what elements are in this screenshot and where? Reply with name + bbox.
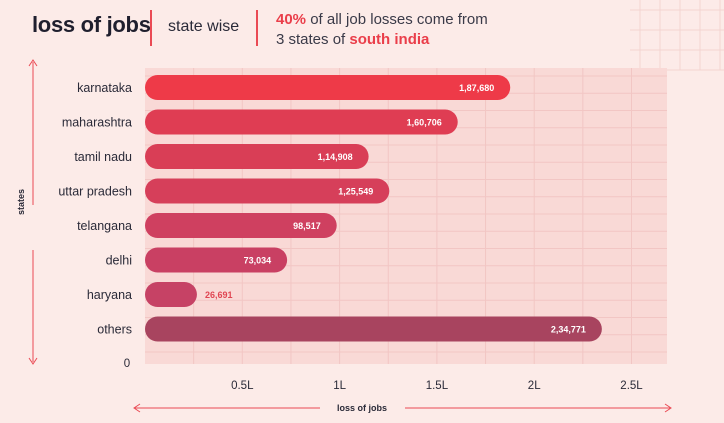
y-axis-label: states bbox=[16, 188, 26, 215]
bar-uttar-pradesh bbox=[145, 178, 390, 204]
bar-delhi bbox=[145, 247, 288, 273]
category-label: maharashtra bbox=[62, 116, 132, 130]
x-tick-label: 1.5L bbox=[426, 380, 449, 392]
header-divider bbox=[150, 10, 152, 46]
bar-value-label: 1,87,680 bbox=[459, 83, 494, 93]
origin-label: 0 bbox=[124, 358, 130, 370]
chart-title: loss of jobs bbox=[32, 12, 151, 37]
bar-value-label: 73,034 bbox=[244, 256, 272, 266]
y-axis-arrowhead bbox=[28, 59, 38, 67]
category-label: uttar pradesh bbox=[58, 185, 132, 199]
bar-tamil-nadu bbox=[145, 144, 369, 169]
category-label: telangana bbox=[77, 219, 132, 233]
bar-telangana bbox=[145, 213, 337, 238]
bar-others bbox=[145, 316, 602, 342]
y-axis-arrowhead bbox=[28, 357, 38, 365]
x-tick-label: 0.5L bbox=[231, 380, 254, 392]
note-text: of all job losses come from bbox=[306, 11, 488, 28]
note-percentage: 40% bbox=[276, 11, 307, 28]
bar-value-label: 1,25,549 bbox=[338, 187, 373, 197]
x-axis-arrowhead bbox=[664, 403, 672, 413]
bar-haryana bbox=[145, 282, 197, 307]
x-axis-arrowhead bbox=[133, 403, 141, 413]
note-text: 3 states of bbox=[276, 31, 350, 48]
bar-value-label: 1,14,908 bbox=[318, 152, 353, 162]
category-label: haryana bbox=[87, 288, 132, 302]
bar-value-label: 2,34,771 bbox=[551, 325, 586, 335]
header-divider bbox=[256, 10, 258, 46]
bar-karnataka bbox=[145, 75, 511, 100]
bar-value-label: 1,60,706 bbox=[407, 118, 442, 128]
bar-value-label: 26,691 bbox=[205, 290, 233, 300]
chart-subtitle: state wise bbox=[168, 18, 240, 35]
x-tick-label: 2L bbox=[528, 380, 541, 392]
headline-note: 40% of all job losses come from 3 states… bbox=[276, 10, 576, 50]
x-tick-label: 2.5L bbox=[620, 380, 643, 392]
category-label: others bbox=[97, 323, 132, 337]
category-label: tamil nadu bbox=[74, 150, 132, 164]
bar-value-label: 98,517 bbox=[293, 221, 321, 231]
x-axis-label: loss of jobs bbox=[336, 403, 387, 413]
category-label: delhi bbox=[106, 254, 132, 268]
x-tick-label: 1L bbox=[333, 380, 346, 392]
bar-maharashtra bbox=[145, 109, 458, 135]
category-label: karnataka bbox=[77, 81, 132, 95]
chart-header: loss of jobs state wise 40% of all job l… bbox=[0, 0, 724, 56]
note-region: south india bbox=[349, 31, 430, 48]
